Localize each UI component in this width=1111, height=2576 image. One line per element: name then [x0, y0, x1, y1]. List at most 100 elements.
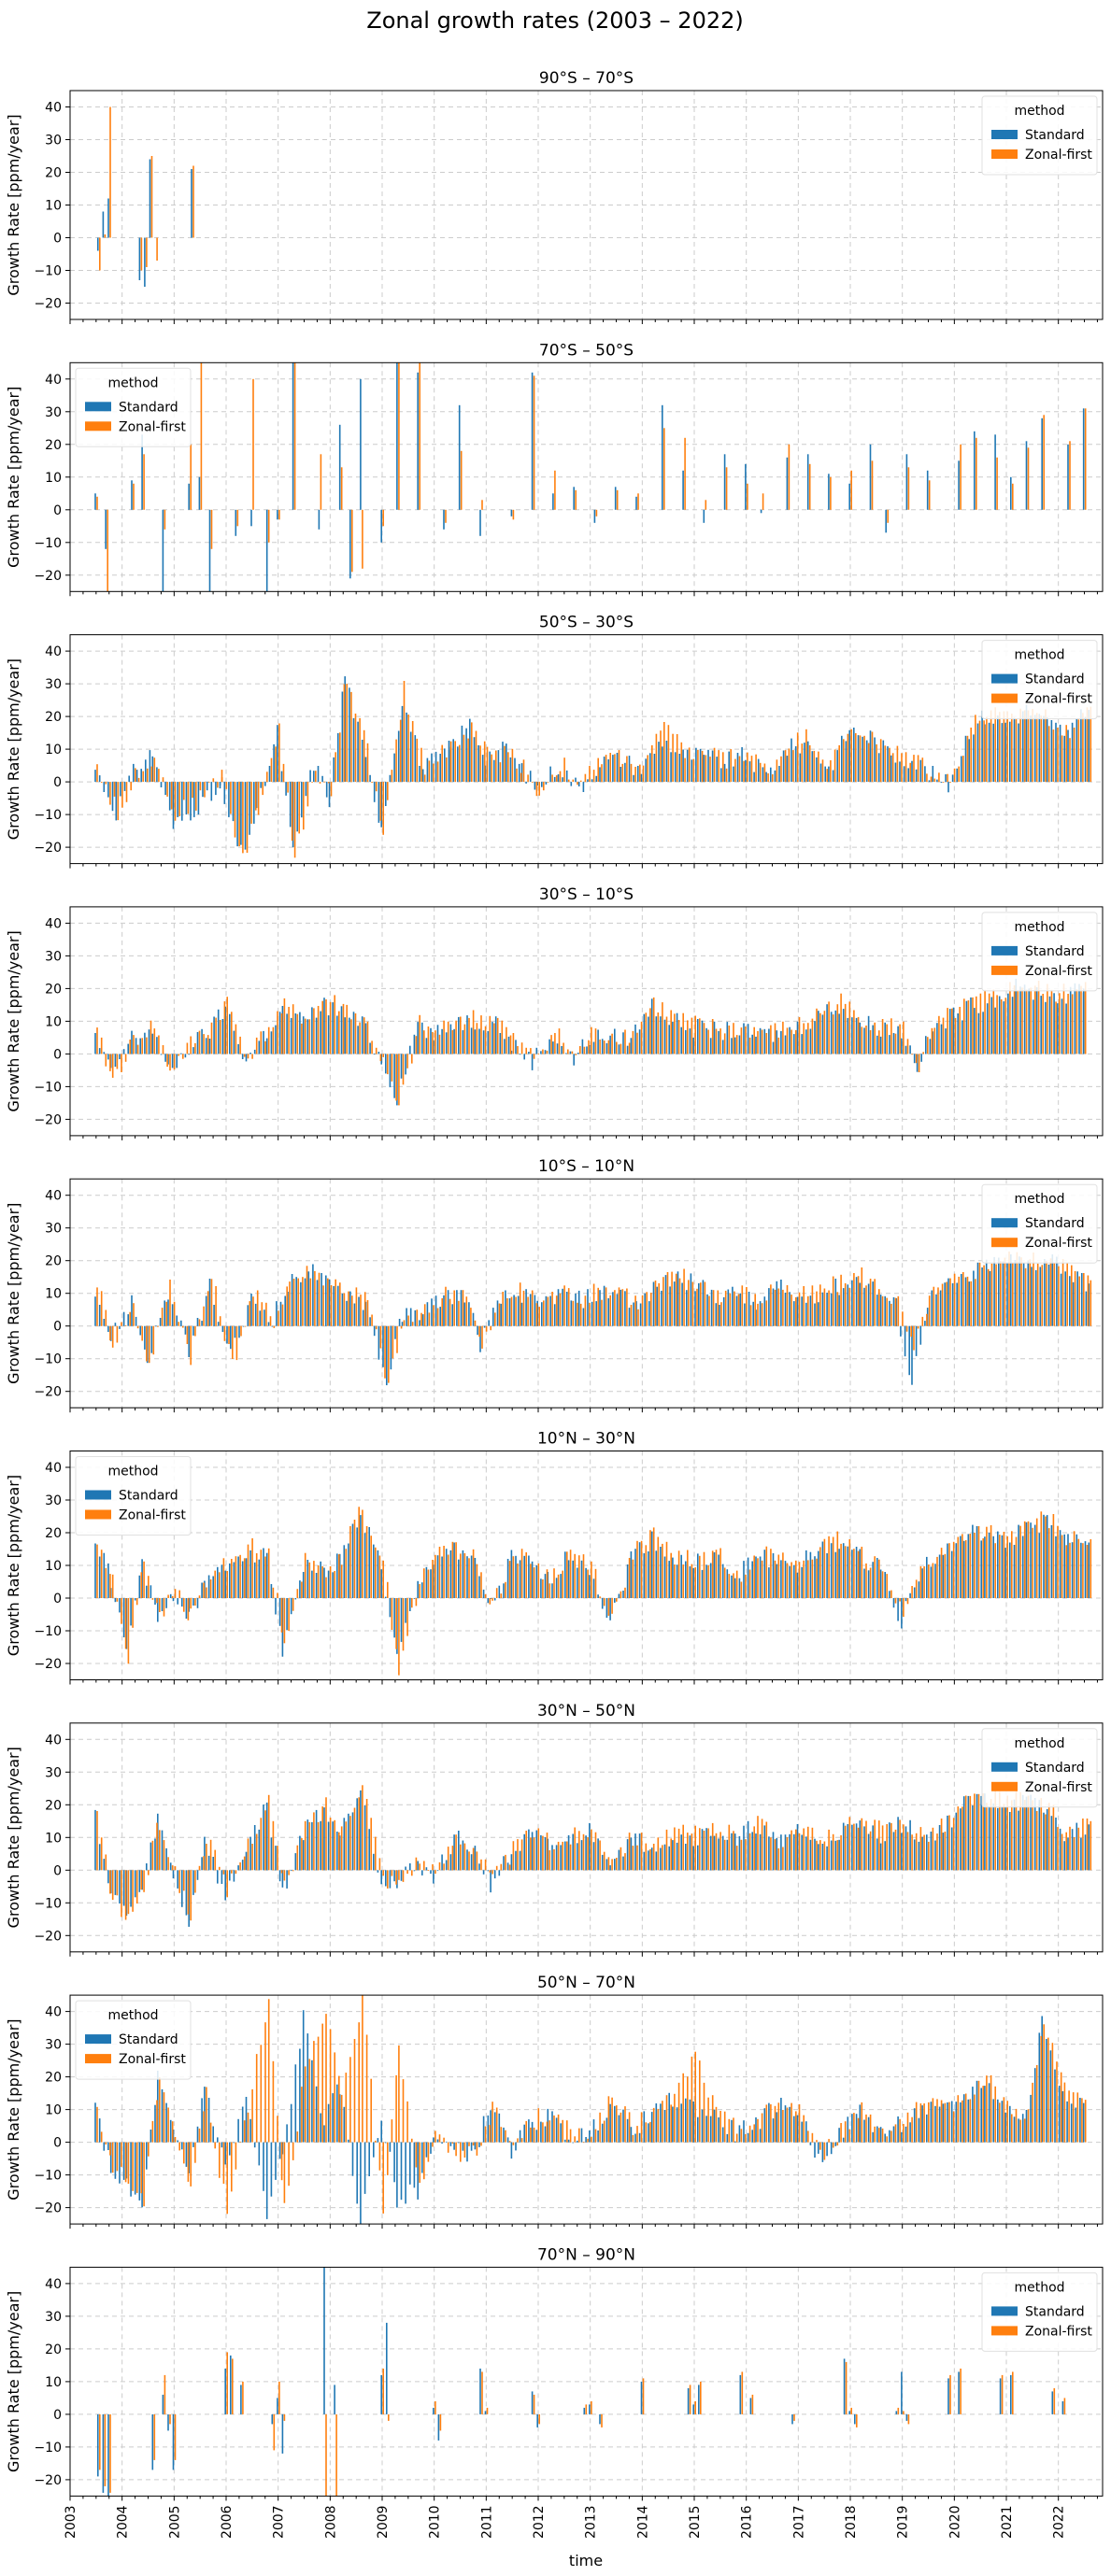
bar-zonal-first [1084, 982, 1087, 1054]
bar-standard [668, 2092, 670, 2143]
bar-standard [630, 1837, 633, 1871]
bar-zonal-first [365, 1526, 368, 1598]
bar-zonal-first [566, 1551, 568, 1598]
panel-title: 90°S – 70°S [539, 69, 634, 88]
bar-standard [616, 753, 619, 783]
bar-zonal-first [616, 1041, 618, 1054]
bar-zonal-first [1006, 2101, 1008, 2143]
bar-standard [816, 757, 818, 783]
bar-zonal-first [190, 1870, 192, 1921]
bar-standard [976, 1793, 978, 1871]
bar-standard [718, 1554, 719, 1598]
bar-zonal-first [823, 1841, 826, 1871]
bar-standard [161, 1598, 164, 1611]
bar-zonal-first [187, 782, 190, 814]
bar-zonal-first [512, 509, 515, 520]
bar-standard [892, 1598, 895, 1608]
bar-standard [821, 1292, 824, 1326]
bar-zonal-first [183, 782, 185, 800]
bar-zonal-first [298, 782, 300, 834]
bar-zonal-first [537, 1563, 540, 1598]
bar-standard [793, 1833, 795, 1871]
bar-zonal-first [402, 1598, 405, 1651]
bar-standard [697, 1845, 699, 1871]
bar-standard [663, 1556, 666, 1598]
bar-standard [487, 1870, 490, 1872]
bar-zonal-first [553, 1848, 555, 1871]
bar-zonal-first [1071, 994, 1074, 1054]
bar-zonal-first [132, 1598, 134, 1628]
bar-zonal-first [805, 729, 807, 783]
bar-zonal-first [704, 1281, 706, 1326]
bar-zonal-first [857, 2117, 860, 2143]
bar-zonal-first [500, 1593, 503, 1598]
bar-standard [676, 1842, 678, 1871]
bar-standard [228, 782, 230, 817]
bar-zonal-first [1043, 415, 1045, 510]
bar-zonal-first [173, 1054, 176, 1070]
bar-standard [582, 782, 585, 792]
bar-standard [465, 728, 467, 783]
bar-standard [801, 1834, 803, 1871]
bar-standard [580, 1560, 583, 1599]
bar-standard [536, 2413, 538, 2427]
y-tick-label: 0 [53, 232, 62, 247]
legend-label: Standard [119, 1489, 178, 1504]
bar-standard [934, 1564, 936, 1599]
bar-zonal-first [517, 1839, 519, 1871]
bar-standard [161, 1830, 164, 1871]
bar-standard [819, 763, 822, 783]
bar-standard [1038, 714, 1041, 783]
bar-standard [887, 746, 889, 783]
bar-zonal-first [459, 744, 461, 783]
bar-standard [1043, 1514, 1045, 1599]
bar-standard [699, 748, 702, 783]
bar-standard [855, 2114, 858, 2143]
bar-zonal-first [382, 782, 384, 835]
bar-zonal-first [735, 1035, 738, 1054]
bar-standard [493, 759, 495, 783]
bar-standard [460, 1290, 463, 1326]
bar-zonal-first [763, 763, 766, 783]
bar-zonal-first [874, 1022, 876, 1054]
bar-standard [1019, 986, 1021, 1054]
bar-zonal-first [1086, 707, 1089, 783]
bar-zonal-first [267, 1548, 270, 1598]
bar-standard [1074, 983, 1076, 1054]
bar-zonal-first [1020, 1257, 1022, 1326]
bar-standard [229, 1013, 231, 1054]
legend-label: Zonal-first [1025, 964, 1092, 979]
bar-zonal-first [699, 1018, 701, 1054]
bar-standard [847, 2116, 849, 2143]
y-tick-label: 40 [45, 1461, 62, 1476]
bar-standard [357, 1026, 359, 1054]
bar-standard [697, 1019, 699, 1054]
bar-zonal-first [953, 768, 956, 783]
bar-standard [493, 1598, 496, 1601]
bar-zonal-first [232, 2358, 234, 2414]
bar-zonal-first [346, 684, 348, 783]
bar-standard [98, 1305, 101, 1326]
bar-standard [1082, 988, 1085, 1054]
bar-zonal-first [678, 1278, 681, 1326]
bar-standard [851, 1550, 853, 1598]
bar-standard [201, 1321, 203, 1326]
bar-standard [1075, 1822, 1078, 1871]
bar-standard [349, 509, 351, 579]
bar-standard [396, 2142, 398, 2208]
bar-zonal-first [1012, 483, 1014, 510]
bar-zonal-first [100, 1037, 103, 1054]
legend-label: Zonal-first [119, 1508, 186, 1523]
bar-zonal-first [231, 1870, 233, 1874]
bar-zonal-first [121, 1054, 122, 1072]
bar-standard [192, 2142, 194, 2147]
bar-zonal-first [133, 483, 135, 510]
bar-standard [577, 782, 580, 786]
bar-zonal-first [222, 1558, 225, 1598]
bar-standard [361, 1016, 363, 1054]
bar-zonal-first [527, 774, 529, 783]
bar-standard [316, 1280, 319, 1326]
bar-zonal-first [109, 1325, 111, 1341]
bar-zonal-first [198, 1595, 201, 1598]
bar-standard [323, 2267, 325, 2414]
